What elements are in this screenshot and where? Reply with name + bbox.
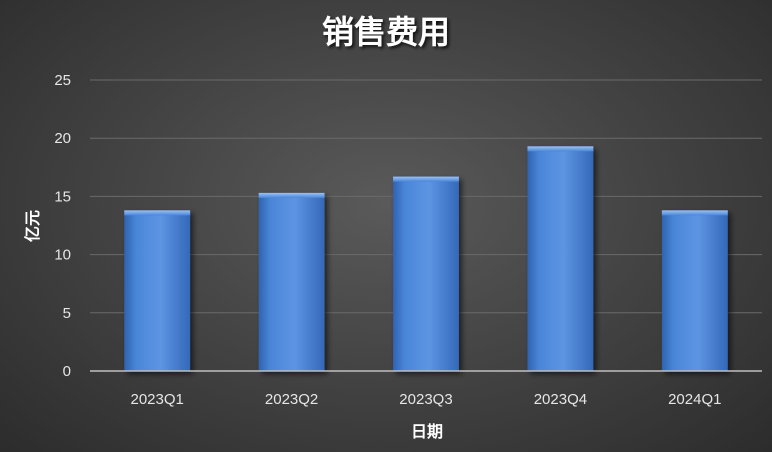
chart-title: 销售费用 — [322, 13, 450, 51]
y-tick-label: 15 — [54, 188, 71, 205]
bar-2023Q1 — [124, 210, 191, 371]
y-tick-label: 25 — [54, 72, 71, 89]
bar-bevel — [527, 146, 594, 152]
x-tick-label: 2023Q4 — [534, 391, 587, 408]
x-axis-title: 日期 — [411, 422, 443, 441]
y-tick-label: 0 — [63, 363, 71, 380]
bar-bevel — [124, 210, 191, 216]
x-tick-label: 2023Q3 — [399, 391, 452, 408]
bar-bevel — [393, 176, 459, 182]
bar-bevel — [258, 192, 325, 198]
bar-2023Q4 — [527, 146, 594, 371]
bar — [661, 210, 728, 371]
x-tick-label: 2023Q2 — [265, 391, 318, 408]
x-tick-label: 2024Q1 — [668, 391, 721, 408]
bar — [124, 210, 191, 371]
y-axis-title: 亿元 — [23, 210, 42, 242]
bar — [527, 146, 594, 371]
y-tick-label: 5 — [63, 305, 71, 322]
y-tick-label: 10 — [54, 247, 71, 264]
x-tick-label: 2023Q1 — [131, 391, 184, 408]
bar-2023Q3 — [393, 176, 459, 371]
y-tick-label: 20 — [54, 130, 71, 147]
x-axis-ticks: 2023Q1 2023Q2 2023Q3 2023Q4 2024Q1 — [131, 391, 722, 408]
bars — [124, 146, 728, 371]
bar — [393, 176, 459, 371]
bar-bevel — [661, 210, 728, 216]
bar-2023Q2 — [258, 192, 325, 371]
bar-2024Q1 — [661, 210, 728, 371]
y-axis-ticks: 0 5 10 15 20 25 — [54, 72, 71, 380]
bar — [258, 192, 325, 371]
